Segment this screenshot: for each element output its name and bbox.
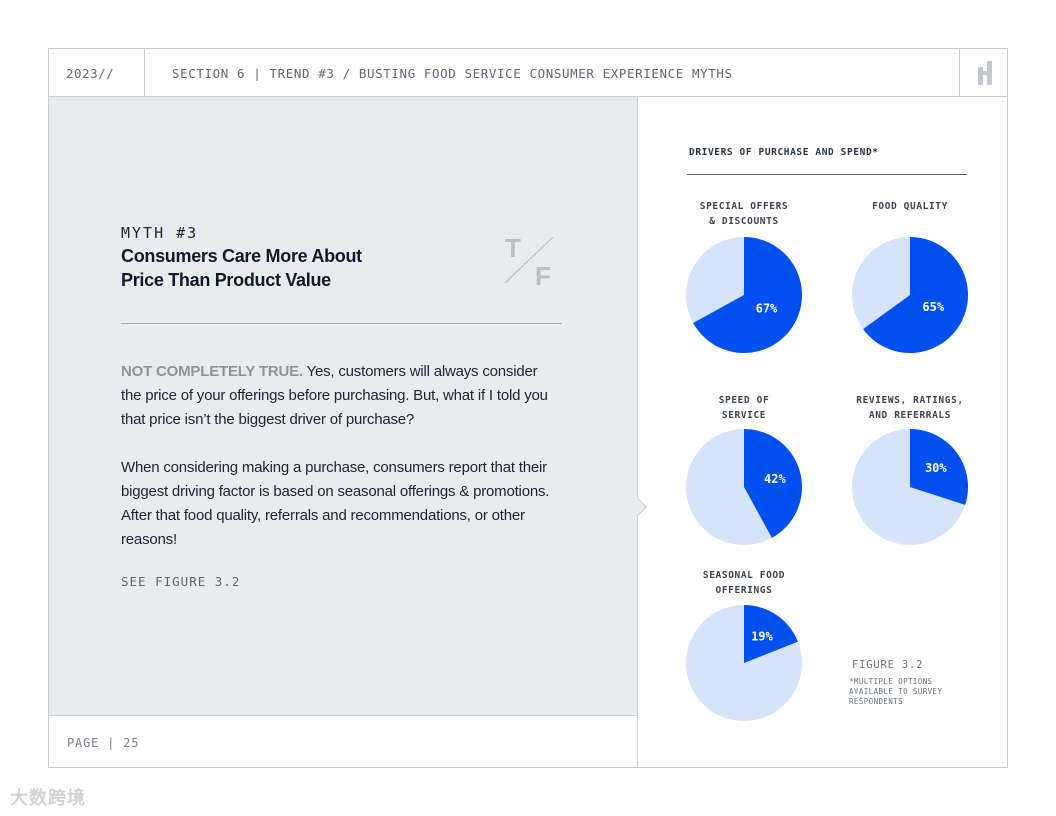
- pie-slice: [744, 429, 802, 538]
- pie-value-label: 67%: [756, 301, 778, 315]
- pie-category-label: FOOD QUALITY: [840, 199, 980, 214]
- footer-rule: [49, 715, 638, 716]
- pie-category-label-line: SPECIAL OFFERS: [699, 201, 789, 212]
- tf-mark-bottom: F: [535, 261, 551, 287]
- page-header: 2023// SECTION 6 | TREND #3 / BUSTING FO…: [49, 49, 1007, 97]
- tf-mark-top: T: [505, 233, 521, 263]
- pie-slice: [693, 237, 802, 353]
- year-label: 2023//: [66, 66, 115, 81]
- tf-brand-mark-icon: T F: [504, 233, 554, 287]
- body-text: NOT COMPLETELY TRUE. Yes, customers will…: [121, 360, 561, 576]
- pie-charts: 67% 65% 42% 30% 19%: [686, 237, 969, 721]
- pie-2: 65%: [852, 237, 969, 354]
- section-title: SECTION 6 | TREND #3 / BUSTING FOOD SERV…: [172, 66, 733, 81]
- pie-slice: [910, 429, 968, 505]
- pie-1: 67%: [686, 237, 802, 353]
- pie-value-label: 42%: [764, 472, 786, 486]
- myth-title: Consumers Care More About Price Than Pro…: [121, 244, 381, 292]
- pie-category-label: SPEED OF SERVICE: [674, 393, 814, 423]
- pie-slice: [744, 605, 798, 663]
- pie-category-label-line: SPEED OF: [718, 395, 770, 406]
- pie-category-label: SPECIAL OFFERS & DISCOUNTS: [674, 199, 814, 229]
- lead-phrase: NOT COMPLETELY TRUE.: [121, 363, 303, 380]
- brand-logo-icon: [978, 61, 992, 85]
- header-divider: [144, 49, 145, 97]
- myth-number: MYTH #3: [121, 224, 199, 242]
- myth-title-line: Consumers Care More About: [121, 246, 362, 266]
- pie-category-label-line: FOOD QUALITY: [872, 201, 948, 212]
- pie-category-label-line: AND REFERRALS: [868, 410, 952, 421]
- pie-category-label: REVIEWS, RATINGS, AND REFERRALS: [840, 393, 980, 423]
- body-paragraph: When considering making a purchase, cons…: [121, 459, 550, 548]
- pie-4: 30%: [852, 429, 968, 545]
- pie-5: 19%: [686, 605, 802, 721]
- myth-title-line: Price Than Product Value: [121, 270, 331, 290]
- pie-slice: [863, 237, 969, 354]
- pie-category-label-line: OFFERINGS: [715, 585, 773, 596]
- page-number: PAGE | 25: [67, 736, 140, 750]
- watermark: 大数跨境: [10, 788, 86, 808]
- see-figure-link: SEE FIGURE 3.2: [121, 574, 241, 589]
- pie-category-label-line: REVIEWS, RATINGS,: [856, 395, 964, 406]
- pie-value-label: 30%: [925, 461, 947, 475]
- column-divider: [637, 97, 638, 767]
- pie-category-label-line: SEASONAL FOOD: [702, 570, 786, 581]
- pie-value-label: 65%: [922, 300, 944, 314]
- page-frame: 2023// SECTION 6 | TREND #3 / BUSTING FO…: [48, 48, 1008, 768]
- myth-panel: MYTH #3 Consumers Care More About Price …: [49, 97, 638, 715]
- pie-value-label: 19%: [751, 630, 773, 644]
- figure-footnote: *MULTIPLE OPTIONS AVAILABLE TO SURVEY RE…: [849, 677, 943, 706]
- paragraph-text: Yes, customers will always consider the …: [121, 363, 548, 428]
- chart-title-rule: [687, 174, 967, 175]
- body-paragraph: NOT COMPLETELY TRUE. Yes, customers will…: [121, 360, 561, 432]
- pie-category-label-line: SERVICE: [721, 410, 767, 421]
- title-rule: [121, 323, 562, 324]
- figure-label: FIGURE 3.2: [852, 659, 924, 671]
- pie-3: 42%: [686, 429, 802, 545]
- pie-category-label: SEASONAL FOOD OFFERINGS: [674, 568, 814, 598]
- pie-category-label-line: & DISCOUNTS: [709, 216, 779, 227]
- chart-title: DRIVERS OF PURCHASE AND SPEND*: [689, 147, 879, 158]
- header-divider: [959, 49, 960, 97]
